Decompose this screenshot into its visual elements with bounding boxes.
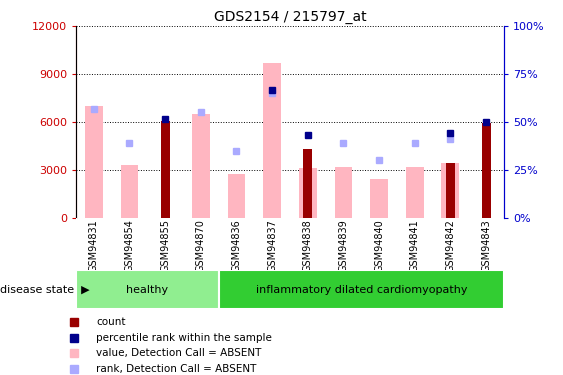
Bar xyxy=(160,121,169,218)
Text: GSM94842: GSM94842 xyxy=(445,219,455,272)
Bar xyxy=(120,165,138,218)
Text: GSM94870: GSM94870 xyxy=(196,219,206,272)
Bar xyxy=(406,166,423,218)
Title: GDS2154 / 215797_at: GDS2154 / 215797_at xyxy=(213,10,367,24)
Text: GSM94854: GSM94854 xyxy=(124,219,135,272)
Text: GSM94840: GSM94840 xyxy=(374,219,384,272)
Bar xyxy=(85,106,103,218)
Bar xyxy=(481,123,490,218)
Text: GSM94843: GSM94843 xyxy=(481,219,491,272)
Text: count: count xyxy=(96,317,126,327)
Bar xyxy=(218,270,504,309)
Text: value, Detection Call = ABSENT: value, Detection Call = ABSENT xyxy=(96,348,262,358)
Text: healthy: healthy xyxy=(126,285,168,295)
Bar xyxy=(299,168,316,217)
Bar xyxy=(263,63,281,217)
Bar xyxy=(76,270,218,309)
Bar xyxy=(441,164,459,218)
Text: GSM94841: GSM94841 xyxy=(410,219,420,272)
Text: GSM94831: GSM94831 xyxy=(89,219,99,272)
Text: GSM94837: GSM94837 xyxy=(267,219,277,272)
Text: percentile rank within the sample: percentile rank within the sample xyxy=(96,333,272,343)
Text: GSM94855: GSM94855 xyxy=(160,219,170,272)
Text: GSM94838: GSM94838 xyxy=(303,219,313,272)
Text: GSM94839: GSM94839 xyxy=(338,219,348,272)
Text: inflammatory dilated cardiomyopathy: inflammatory dilated cardiomyopathy xyxy=(256,285,467,295)
Bar xyxy=(227,174,245,217)
Text: GSM94836: GSM94836 xyxy=(231,219,242,272)
Bar xyxy=(303,149,312,217)
Bar xyxy=(370,179,388,218)
Bar xyxy=(192,114,210,218)
Text: rank, Detection Call = ABSENT: rank, Detection Call = ABSENT xyxy=(96,364,257,374)
Bar xyxy=(446,164,455,218)
Bar xyxy=(334,166,352,218)
Text: disease state  ▶: disease state ▶ xyxy=(0,285,90,295)
